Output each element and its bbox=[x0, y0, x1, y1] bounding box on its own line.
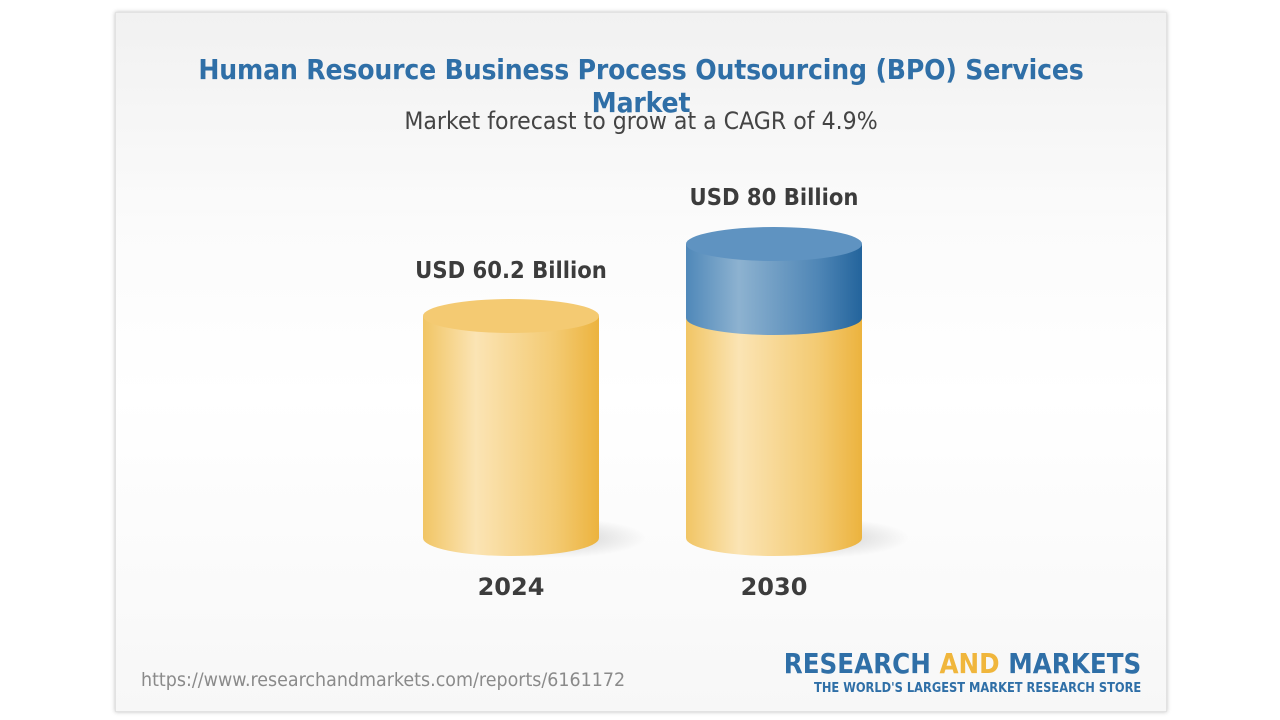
chart-subtitle: Market forecast to grow at a CAGR of 4.9… bbox=[404, 107, 878, 135]
chart-card: Human Resource Business Process Outsourc… bbox=[115, 12, 1167, 712]
brand-tagline: THE WORLD'S LARGEST MARKET RESEARCH STOR… bbox=[813, 681, 1141, 696]
source-url[interactable]: https://www.researchandmarkets.com/repor… bbox=[141, 669, 626, 691]
bar-2030 bbox=[686, 227, 909, 558]
cylinder-bar-chart bbox=[423, 227, 909, 558]
chart-title: Human Resource Business Process Outsourc… bbox=[198, 53, 1084, 119]
growth-segment bbox=[686, 244, 862, 335]
year-label-2024: 2024 bbox=[477, 573, 545, 601]
bar-value-label-2030: USD 80 Billion bbox=[689, 185, 859, 211]
brand-markets: MARKETS bbox=[1007, 647, 1141, 680]
bar-value-label-2024: USD 60.2 Billion bbox=[415, 258, 607, 284]
year-label-2030: 2030 bbox=[740, 573, 808, 601]
bar-2024 bbox=[423, 299, 646, 558]
brand-logo[interactable]: RESEARCH AND MARKETS THE WORLD'S LARGEST… bbox=[735, 647, 1142, 697]
brand-and: AND bbox=[939, 647, 1000, 680]
brand-research: RESEARCH bbox=[783, 647, 931, 680]
